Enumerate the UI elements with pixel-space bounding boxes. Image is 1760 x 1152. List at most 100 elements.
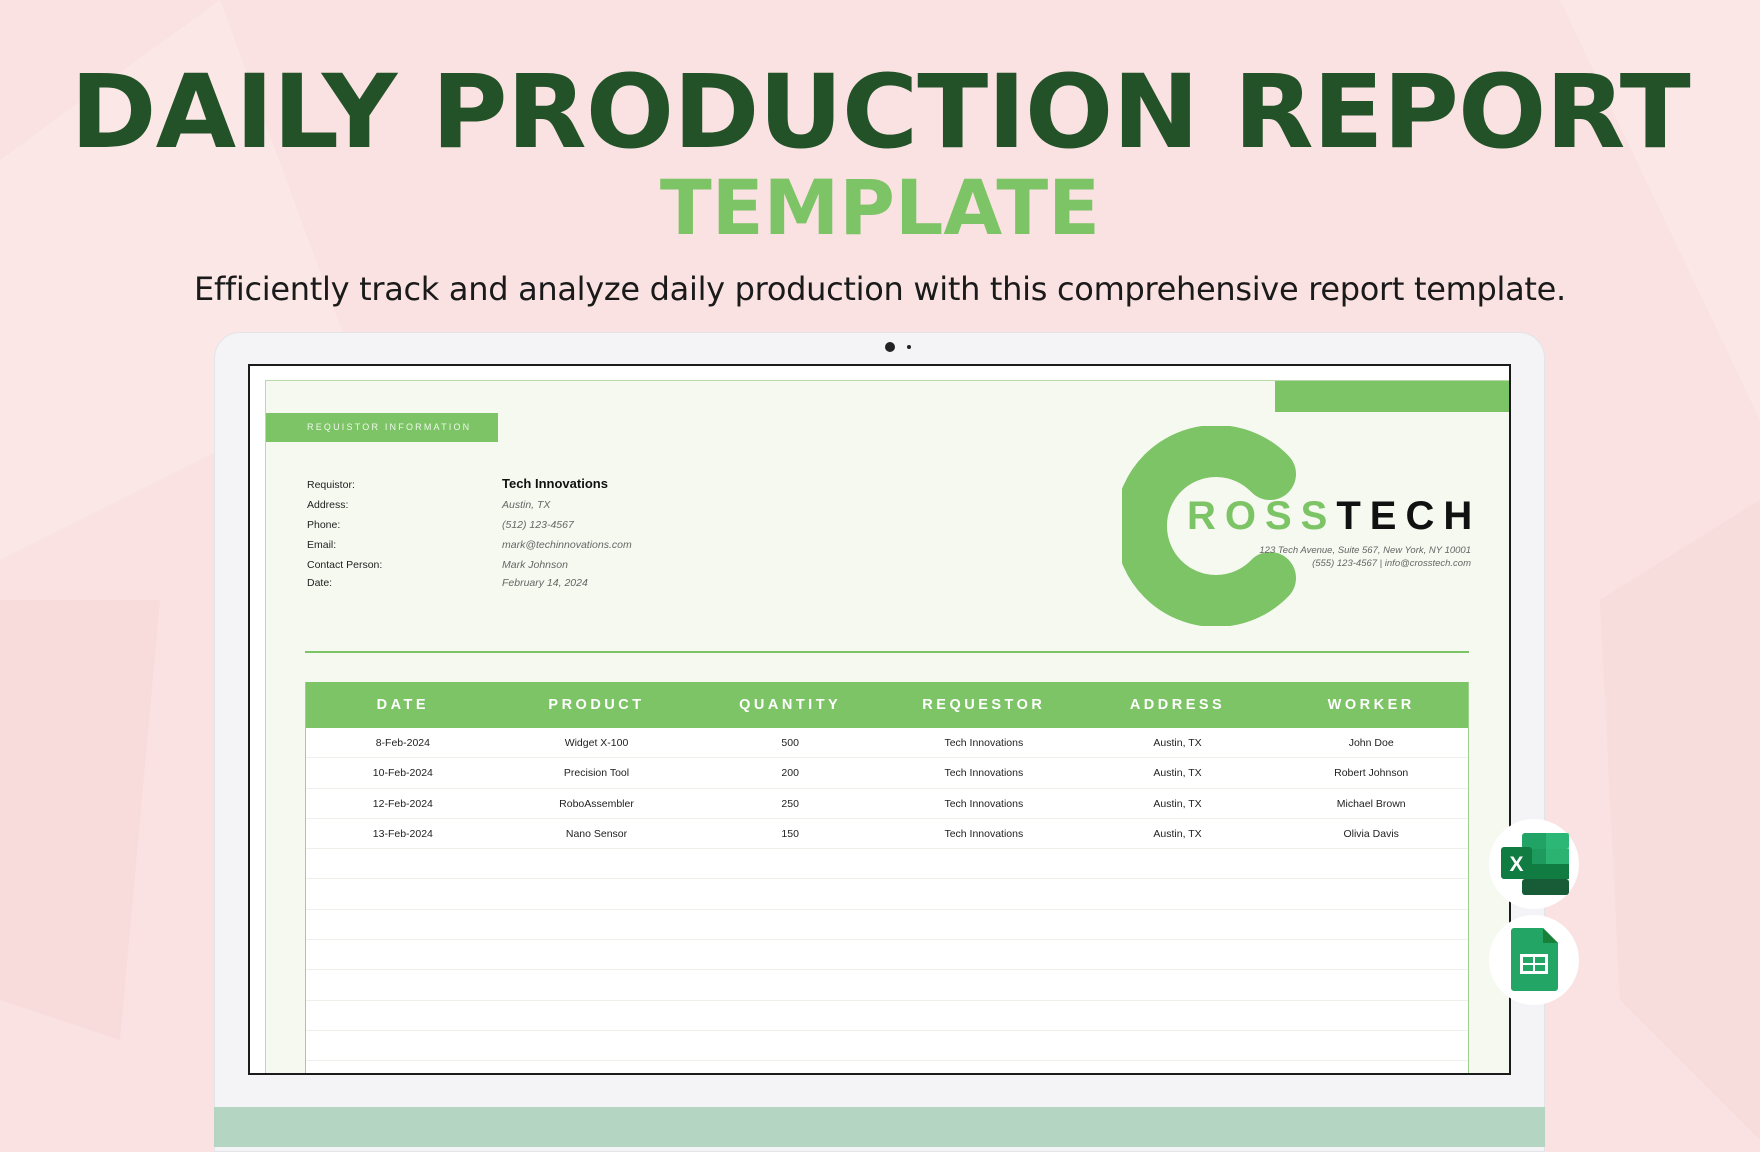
field-label: Email: <box>307 539 337 551</box>
divider <box>305 651 1469 653</box>
table-cell <box>693 1031 887 1060</box>
company-logo-c <box>1122 426 1296 626</box>
company-address: 123 Tech Avenue, Suite 567, New York, NY… <box>1259 545 1471 556</box>
page-subtitle: Efficiently track and analyze daily prod… <box>194 270 1566 308</box>
table-cell <box>1081 940 1275 969</box>
table-cell <box>1274 940 1468 969</box>
column-header: REQUESTOR <box>922 697 1046 713</box>
table-cell: Austin, TX <box>1153 797 1202 810</box>
table-cell <box>1081 910 1275 939</box>
empty-table-row <box>306 910 1468 941</box>
empty-table-row <box>306 970 1468 1001</box>
table-cell <box>693 1061 887 1073</box>
field-label: Phone: <box>307 519 341 531</box>
table-cell <box>693 1001 887 1030</box>
field-value: mark@techinnovations.com <box>502 539 632 551</box>
table-cell: 12-Feb-2024 <box>372 797 433 810</box>
table-cell: Precision Tool <box>563 767 630 780</box>
table-cell <box>887 849 1081 878</box>
table-cell: Widget X-100 <box>564 737 629 749</box>
empty-table-row <box>306 1061 1468 1073</box>
table-cell: John Doe <box>1348 737 1394 749</box>
empty-table-row <box>306 1001 1468 1031</box>
table-cell <box>887 1001 1081 1030</box>
company-name-part1: ROSS <box>1187 494 1337 538</box>
laptop-screen: REQUISTOR INFORMATION Requistor: Tech In… <box>248 364 1511 1075</box>
field-label: Date: <box>307 577 333 589</box>
field-value: February 14, 2024 <box>502 577 588 589</box>
table-cell <box>1274 849 1468 878</box>
excel-icon: X <box>1501 833 1569 895</box>
table-cell: Austin, TX <box>1153 767 1202 780</box>
field-label: Address: <box>307 499 349 511</box>
table-cell <box>887 940 1081 969</box>
table-cell <box>1081 1061 1275 1073</box>
table-cell: 150 <box>781 827 799 840</box>
empty-table-row <box>306 1031 1468 1062</box>
table-cell: Nano Sensor <box>565 827 628 840</box>
table-cell <box>693 849 887 878</box>
table-cell <box>500 970 694 999</box>
table-cell <box>1081 849 1275 878</box>
table-cell: Tech Innovations <box>944 767 1024 780</box>
field-label: Contact Person: <box>307 559 383 571</box>
page-title: DAILY PRODUCTION REPORT <box>70 53 1691 172</box>
table-cell: 250 <box>781 797 799 810</box>
table-body: 8-Feb-2024 Widget X-100 500 Tech Innovation… <box>306 728 1468 1073</box>
table-row: 13-Feb-2024 Nano Sensor 150 Tech Innovation… <box>306 819 1468 850</box>
laptop-base <box>214 1107 1545 1147</box>
table-cell <box>1274 1061 1468 1073</box>
table-cell <box>306 879 500 908</box>
table-cell <box>306 1031 500 1060</box>
camera-sensor-icon <box>907 345 911 349</box>
table-cell: Tech Innovations <box>944 827 1024 840</box>
field-value: Tech Innovations <box>502 476 608 491</box>
table-cell <box>887 910 1081 939</box>
table-cell <box>1081 879 1275 908</box>
table-cell <box>693 879 887 908</box>
company-contact: (555) 123-4567 | info@crosstech.com <box>1312 558 1471 569</box>
table-cell: Tech Innovations <box>944 797 1024 810</box>
table-cell: Olivia Davis <box>1343 827 1399 840</box>
google-sheets-button[interactable] <box>1489 915 1579 1005</box>
table-cell <box>306 940 500 969</box>
empty-table-row <box>306 849 1468 880</box>
table-cell <box>306 1061 500 1073</box>
table-cell <box>306 970 500 999</box>
table-header: DATE PRODUCT QUANTITY REQUESTOR ADDRESS … <box>306 682 1468 728</box>
table-cell <box>500 879 694 908</box>
section-label: REQUISTOR INFORMATION <box>266 413 498 442</box>
table-cell: RoboAssembler <box>559 797 634 810</box>
production-table: DATE PRODUCT QUANTITY REQUESTOR ADDRESS … <box>305 682 1469 1073</box>
field-label: Requistor: <box>307 479 355 491</box>
table-cell <box>306 910 500 939</box>
table-cell <box>693 910 887 939</box>
empty-table-row <box>306 940 1468 971</box>
excel-button[interactable]: X <box>1489 819 1579 909</box>
column-header: WORKER <box>1327 697 1415 713</box>
column-header: DATE <box>376 697 430 713</box>
table-cell: 200 <box>781 767 799 780</box>
table-cell <box>500 940 694 969</box>
table-cell <box>1081 1031 1275 1060</box>
table-cell: 13-Feb-2024 <box>372 827 433 840</box>
table-cell: 10-Feb-2024 <box>372 767 433 780</box>
table-cell <box>306 849 500 878</box>
table-cell <box>1274 879 1468 908</box>
table-cell: Austin, TX <box>1153 737 1202 749</box>
camera-icon <box>885 342 895 352</box>
table-cell <box>887 970 1081 999</box>
svg-text:X: X <box>1509 853 1523 876</box>
table-row: 10-Feb-2024 Precision Tool 200 Tech Innovat… <box>306 758 1468 789</box>
table-cell: Michael Brown <box>1336 797 1406 810</box>
table-cell <box>500 910 694 939</box>
column-header: ADDRESS <box>1129 697 1226 713</box>
table-cell <box>693 940 887 969</box>
table-cell: Austin, TX <box>1153 827 1202 840</box>
google-sheets-icon <box>1511 928 1558 991</box>
table-cell: 500 <box>781 737 799 749</box>
table-cell <box>887 1031 1081 1060</box>
table-cell: Tech Innovations <box>944 737 1024 749</box>
company-name-part2: TECH <box>1336 494 1482 538</box>
table-cell <box>500 1001 694 1030</box>
